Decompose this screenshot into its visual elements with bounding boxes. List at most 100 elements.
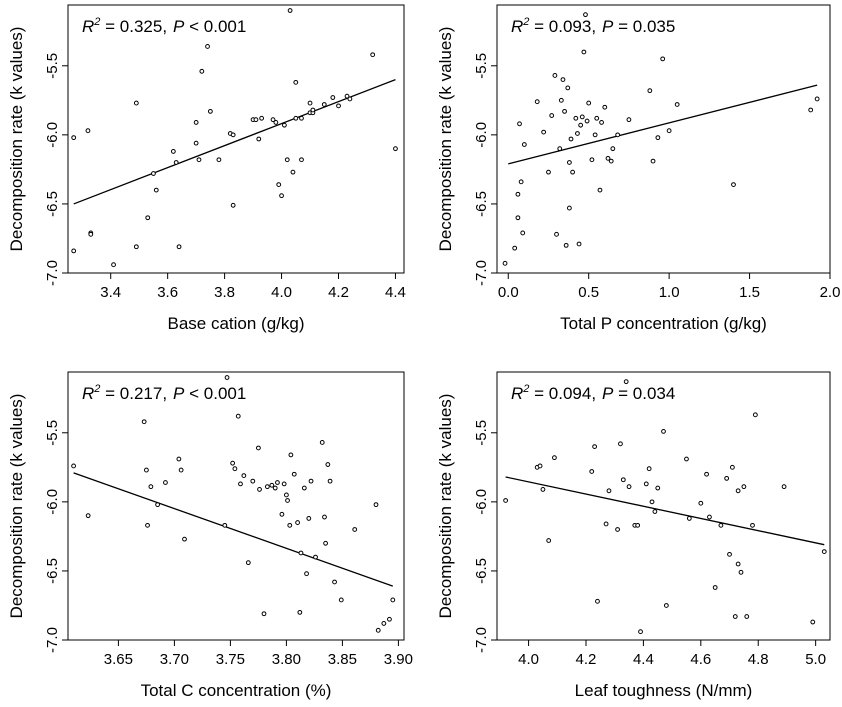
data-point xyxy=(148,484,154,490)
data-point xyxy=(151,171,156,176)
data-point xyxy=(145,522,150,528)
data-point xyxy=(592,444,598,449)
data-point xyxy=(606,488,612,494)
y-tick-label: -5.5 xyxy=(473,53,490,79)
data-point xyxy=(515,191,521,197)
data-point xyxy=(279,193,284,199)
annotation-r2-value: = 0.094, xyxy=(529,384,596,403)
x-tick-label: 5.0 xyxy=(805,651,826,668)
data-point xyxy=(285,498,290,503)
data-point xyxy=(298,550,304,556)
scatter-panel-2: -7.0 -6.5 -6.0 -5.5 0.0 0.5 1.0 1.5 2.0 Total P c… xyxy=(436,4,841,333)
data-point xyxy=(293,79,299,85)
annotation-p-value: < 0.001 xyxy=(184,17,246,36)
data-point xyxy=(515,215,521,221)
regression-line xyxy=(73,78,396,205)
data-point xyxy=(216,157,222,163)
x-tick-label: 3.6 xyxy=(157,284,178,301)
data-point xyxy=(85,513,91,519)
data-point xyxy=(330,95,336,100)
data-point xyxy=(608,158,614,164)
data-point xyxy=(821,549,827,554)
data-point xyxy=(623,379,629,385)
data-point xyxy=(344,93,350,99)
data-point xyxy=(111,262,116,268)
data-point xyxy=(599,120,604,125)
x-tick-label: 3.8 xyxy=(214,284,235,301)
data-point xyxy=(521,142,527,147)
data-point xyxy=(319,440,325,445)
data-point xyxy=(584,118,590,124)
data-point xyxy=(597,187,603,193)
data-point xyxy=(655,135,661,141)
data-point xyxy=(387,616,392,622)
data-point xyxy=(589,157,595,163)
data-point xyxy=(518,179,524,185)
data-point xyxy=(145,215,151,221)
data-point xyxy=(605,155,611,161)
annotation-r2-label: R xyxy=(511,17,523,36)
data-point xyxy=(133,100,139,106)
y-tick-label: -7.0 xyxy=(44,627,61,653)
data-point xyxy=(297,609,303,615)
data-point xyxy=(573,115,579,121)
data-point xyxy=(370,52,376,58)
data-point xyxy=(163,480,168,485)
data-point xyxy=(270,117,276,123)
data-point xyxy=(570,169,576,175)
data-point xyxy=(503,498,509,503)
data-point xyxy=(256,445,261,451)
x-tick-label: 3.85 xyxy=(328,651,357,668)
data-point xyxy=(304,571,309,577)
data-point xyxy=(557,146,563,152)
data-point xyxy=(281,481,287,487)
data-point xyxy=(323,540,329,546)
x-tick-label: 2.0 xyxy=(820,284,841,301)
data-point xyxy=(602,104,608,110)
x-tick-label: 4.4 xyxy=(633,651,654,668)
data-point xyxy=(332,579,337,585)
data-point xyxy=(272,485,278,491)
data-point xyxy=(718,522,724,528)
data-point xyxy=(592,132,598,138)
annotation-p-value: = 0.035 xyxy=(613,17,675,36)
x-tick-label: 0.0 xyxy=(498,284,519,301)
data-point xyxy=(336,103,341,109)
data-point xyxy=(310,107,316,113)
data-point xyxy=(205,44,210,49)
y-tick-label: -7.0 xyxy=(473,627,490,653)
plot-frame xyxy=(67,4,405,274)
data-point xyxy=(562,108,567,114)
data-point xyxy=(325,462,331,467)
data-point xyxy=(257,487,262,492)
data-point xyxy=(196,157,202,163)
data-point xyxy=(729,464,735,470)
data-point xyxy=(647,88,653,94)
data-point xyxy=(230,202,236,208)
annotation-r2-label: R xyxy=(82,384,94,403)
data-point xyxy=(646,466,652,472)
data-point xyxy=(230,132,236,138)
scatter-panel-4: -7.0 -6.5 -6.0 -5.5 4.0 4.2 4.4 4.6 4.8 5.0 Leaf t… xyxy=(436,371,831,700)
x-tick-label: 3.4 xyxy=(100,284,121,301)
plot-frame xyxy=(496,371,831,641)
data-point xyxy=(576,241,582,247)
x-tick-label: 4.2 xyxy=(328,284,349,301)
data-point xyxy=(563,242,569,248)
data-point xyxy=(620,477,626,483)
data-point xyxy=(295,520,301,525)
data-point xyxy=(558,97,564,103)
data-point xyxy=(352,527,358,532)
regression-line xyxy=(73,472,394,587)
annotation-p-value: = 0.034 xyxy=(613,384,675,403)
data-point xyxy=(284,157,290,163)
annotation-p-label: P xyxy=(602,384,614,403)
data-point xyxy=(661,429,666,434)
data-point xyxy=(178,467,184,473)
scatter-panel-1: -7.0 -6.5 -6.0 -5.5 3.4 3.6 3.8 4.0 4.2 4.4 Base c… xyxy=(7,4,406,333)
data-point xyxy=(381,621,387,626)
data-point xyxy=(595,598,600,604)
data-point xyxy=(170,149,176,154)
data-point xyxy=(199,68,205,74)
data-point xyxy=(566,160,572,165)
